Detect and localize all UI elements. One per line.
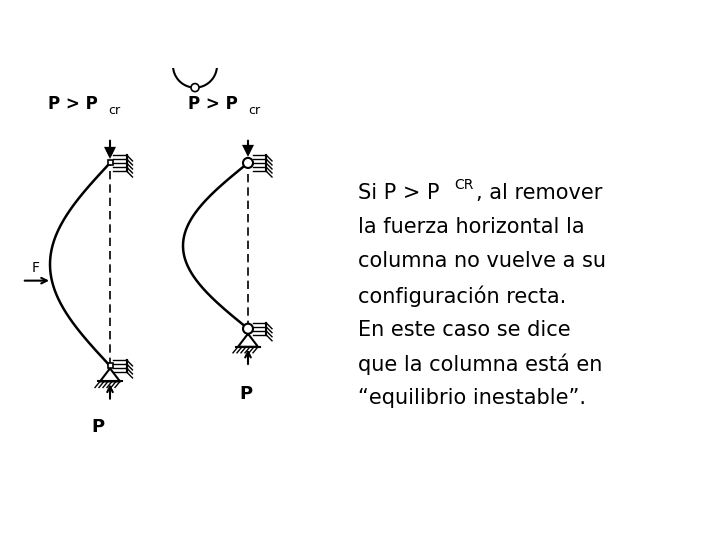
Circle shape bbox=[191, 84, 199, 92]
Text: la fuerza horizontal la: la fuerza horizontal la bbox=[358, 217, 585, 237]
Text: configuración recta.: configuración recta. bbox=[358, 286, 566, 307]
Text: P: P bbox=[91, 418, 104, 436]
Text: “equilibrio inestable”.: “equilibrio inestable”. bbox=[358, 388, 586, 408]
Text: CR: CR bbox=[454, 178, 473, 192]
Polygon shape bbox=[104, 147, 116, 159]
Text: P > P: P > P bbox=[48, 94, 98, 113]
Text: P > P: P > P bbox=[188, 94, 238, 113]
Polygon shape bbox=[242, 145, 254, 157]
Text: Si P > P: Si P > P bbox=[358, 183, 439, 203]
Text: En este caso se dice: En este caso se dice bbox=[358, 320, 571, 340]
Text: Programa de Apoyo a la Enseñanza de la Construcción en Acero: Programa de Apoyo a la Enseñanza de la C… bbox=[65, 515, 423, 525]
Circle shape bbox=[243, 323, 253, 334]
Text: , al remover: , al remover bbox=[476, 183, 603, 203]
Bar bbox=[107, 363, 112, 368]
Text: ala: ala bbox=[9, 513, 30, 526]
Text: F: F bbox=[32, 261, 40, 275]
Text: columna no vuelve a su: columna no vuelve a su bbox=[358, 251, 606, 272]
Text: 4. Estados de equilibrio: 4. Estados de equilibrio bbox=[11, 20, 381, 48]
Text: ero: ero bbox=[40, 513, 63, 526]
Text: cr: cr bbox=[248, 104, 260, 117]
Text: P: P bbox=[240, 385, 253, 403]
Text: c: c bbox=[30, 513, 37, 526]
Text: cr: cr bbox=[108, 104, 120, 117]
Bar bbox=[107, 160, 112, 165]
Text: EQUILIBRIO
INDIFERENTE: EQUILIBRIO INDIFERENTE bbox=[596, 16, 709, 52]
Circle shape bbox=[243, 158, 253, 168]
Text: que la columna está en: que la columna está en bbox=[358, 354, 603, 375]
